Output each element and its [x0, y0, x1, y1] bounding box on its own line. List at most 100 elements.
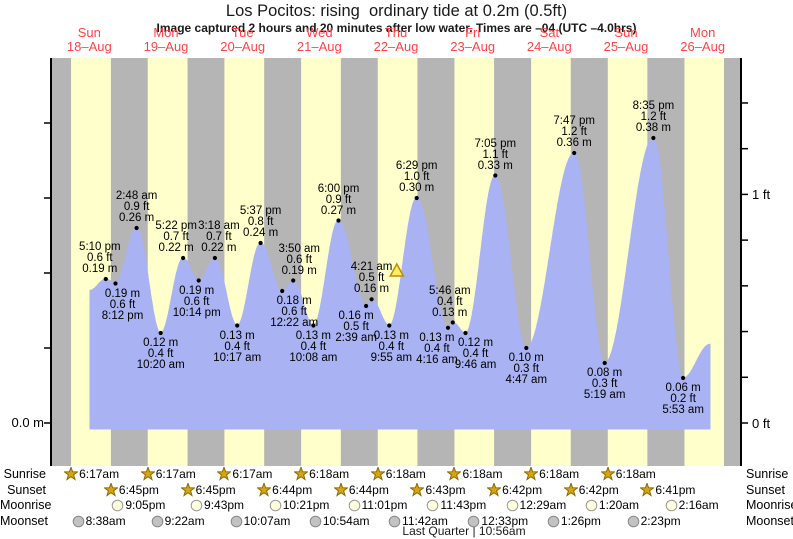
page-title: Los Pocitos: rising ordinary tide at 0.2… [225, 2, 568, 20]
date-label: 18–Aug [66, 39, 112, 54]
moonrise-time-item: 2:16am [665, 497, 719, 513]
sun-star-icon [103, 483, 118, 497]
sunrise-time-item: 6:18am [524, 466, 579, 482]
sunrise-time: 6:17am [232, 467, 273, 481]
weekday-label: Thu [384, 25, 408, 40]
day-header: Mon 19–Aug [144, 26, 189, 54]
day-header: Mon 26–Aug [680, 26, 725, 54]
y-axis-label-1ft: 1 ft [752, 187, 771, 202]
astro-row-label-left-sunset: Sunset [7, 483, 46, 497]
moonrise-time: 9:43pm [204, 498, 245, 512]
sun-star-icon [140, 467, 155, 481]
tide-point [258, 240, 263, 246]
tide-label-low: 0.13 m 0.4 ft 10:17 am [213, 329, 262, 364]
capture-time-marker [389, 262, 405, 277]
sunrise-time-item: 6:18am [447, 466, 502, 482]
sunset-time: 6:42pm [502, 483, 543, 497]
day-header: Fri 23–Aug [450, 26, 495, 54]
moonset-time-item: 9:22am [151, 513, 205, 529]
sunrise-time: 6:17am [155, 467, 196, 481]
moonrise-time: 11:01pm [361, 498, 408, 512]
moonrise-icon [112, 499, 124, 511]
sunset-time-item: 6:44pm [333, 482, 389, 498]
date-label: 24–Aug [526, 39, 572, 54]
sun-star-icon [294, 467, 309, 481]
tide-label-low: 0.06 m 0.2 ft 5:53 am [662, 382, 704, 416]
moonset-icon [388, 515, 401, 527]
sunrise-time-item: 6:18am [370, 466, 426, 482]
moonset-time: 2:23pm [640, 514, 681, 528]
tide-point [235, 323, 240, 328]
moonset-icon [151, 515, 163, 527]
sunrise-time: 6:18am [385, 467, 426, 481]
moonset-time-item: 12:33pm [467, 513, 528, 529]
moonrise-time: 9:05pm [125, 498, 166, 512]
weekday-label: Mon [690, 25, 716, 40]
tide-point [291, 278, 296, 283]
moonrise-icon [585, 499, 598, 511]
moonrise-time: 10:21pm [282, 498, 330, 512]
day-header: Sun 18–Aug [67, 26, 112, 54]
tide-label-high: 3:18 am 0.7 ft 0.22 m [198, 220, 240, 254]
tide-label-low: 0.12 m 0.4 ft 10:20 am [136, 337, 185, 371]
tide-point [602, 360, 607, 366]
astro-row-label-left-moonset: Moonset [0, 514, 48, 528]
moonrise-icon [665, 499, 677, 511]
moonrise-time: 2:16am [678, 498, 719, 512]
sunrise-time-item: 6:18am [600, 466, 656, 482]
moonset-time-item: 11:42am [388, 513, 448, 529]
moonset-time-item: 1:26pm [547, 513, 601, 529]
moonrise-time: 1:20am [598, 498, 639, 512]
weekday-label: Fri [465, 25, 481, 40]
moonset-time: 12:33pm [481, 514, 529, 528]
tide-label-high: 6:29 pm 1.0 ft 0.30 m [395, 160, 438, 194]
sunset-time: 6:41pm [655, 483, 696, 497]
astro-row-label-right-moonrise: Moonrise [746, 498, 793, 512]
moonset-icon [468, 515, 480, 527]
tide-label-high: 5:37 pm 0.8 ft 0.24 m [239, 205, 282, 239]
sun-star-icon [447, 467, 462, 481]
moonset-time: 10:07am [243, 514, 291, 528]
moonrise-time: 11:43pm [440, 498, 487, 512]
sun-star-icon [410, 483, 425, 497]
moonset-time: 11:42am [402, 514, 448, 528]
moonrise-icon [506, 499, 518, 511]
tide-label-low: 0.13 m 0.4 ft 9:55 am [370, 329, 413, 364]
tide-point [212, 255, 217, 261]
date-label: 25–Aug [603, 39, 649, 54]
sun-star-icon [600, 467, 615, 481]
moon-phase-note: Last Quarter | 10:56am [402, 524, 526, 538]
sunset-time-item: 6:45pm [103, 482, 159, 498]
date-label: 21–Aug [296, 39, 342, 54]
sunrise-time: 6:18am [309, 467, 350, 481]
y-axis-label-0ft: 0 ft [752, 416, 771, 431]
tide-label-low: 0.08 m 0.3 ft 5:19 am [583, 367, 626, 401]
moonrise-time-item: 11:43pm [426, 497, 486, 513]
date-label: 20–Aug [220, 39, 266, 54]
sunrise-time-item: 6:17am [140, 466, 196, 482]
day-header: Sun 25–Aug [604, 26, 649, 54]
astro-row-label-right-sunrise: Sunrise [746, 467, 789, 481]
tide-label-low: 0.10 m 0.3 ft 4:47 am [505, 352, 548, 386]
tide-point [113, 281, 118, 286]
moonrise-time-item: 9:05pm [111, 497, 165, 513]
tide-point [134, 225, 139, 231]
date-label: 26–Aug [680, 39, 726, 54]
tide-label-low: 0.19 m 0.6 ft 10:14 pm [172, 284, 221, 319]
moonset-icon [230, 515, 242, 527]
moonrise-icon [190, 499, 203, 511]
sunrise-time-item: 6:18am [294, 466, 349, 482]
weekday-label: Sun [614, 25, 638, 40]
moonset-time-item: 2:23pm [627, 513, 681, 529]
tide-point [524, 345, 529, 351]
moonset-icon [72, 515, 84, 527]
tide-label-high: 6:00 pm 0.9 ft 0.27 m [317, 182, 360, 217]
chart-subtitle: Image captured 2 hours and 20 minutes af… [156, 21, 637, 35]
moonrise-time-item: 1:20am [585, 497, 639, 513]
sunrise-time: 6:18am [462, 467, 503, 481]
astro-row-label-left-sunrise: Sunrise [3, 467, 46, 481]
tide-label-high: 5:46 am 0.4 ft 0.13 m [428, 284, 471, 319]
moonrise-time-item: 9:43pm [190, 497, 244, 513]
weekday-label: Sat [539, 25, 560, 40]
